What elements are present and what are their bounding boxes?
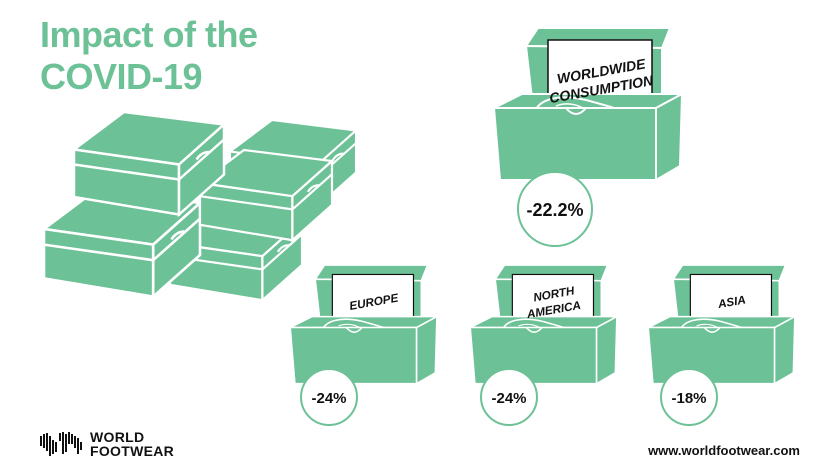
brand-name: WORLD FOOTWEAR [90,430,174,458]
value-asia: -18% [671,390,706,407]
open-shoebox-icon [289,264,438,385]
value-badge-worldwide: -22.2% [517,171,593,247]
box-pile [42,110,358,302]
value-badge-europe: -24% [300,368,358,426]
value-badge-north-america: -24% [480,368,538,426]
brand-line-2: FOOTWEAR [90,443,175,459]
value-worldwide: -22.2% [526,200,583,220]
open-shoebox-icon [647,264,796,385]
region-card-europe: EUROPE [289,264,438,385]
region-label-asia: ASIA [716,293,747,311]
region-card-worldwide: WORLDWIDE CONSUMPTION [493,27,683,181]
open-shoebox-icon [469,264,618,385]
value-europe: -24% [311,390,346,407]
website-url: www.worldfootwear.com [648,443,800,458]
open-shoebox-icon [493,27,683,181]
title-line-1: Impact of the [40,14,258,55]
brand-logo: WORLD FOOTWEAR [40,430,174,458]
world-map-icon [40,432,82,456]
value-north-america: -24% [491,390,526,407]
brand-line-1: WORLD [90,429,145,445]
page-title: Impact of the COVID-19 [40,14,258,98]
region-card-north-america: NORTH AMERICA [469,264,618,385]
region-card-asia: ASIA [647,264,796,385]
value-badge-asia: -18% [660,368,718,426]
title-line-2: COVID-19 [40,56,203,97]
